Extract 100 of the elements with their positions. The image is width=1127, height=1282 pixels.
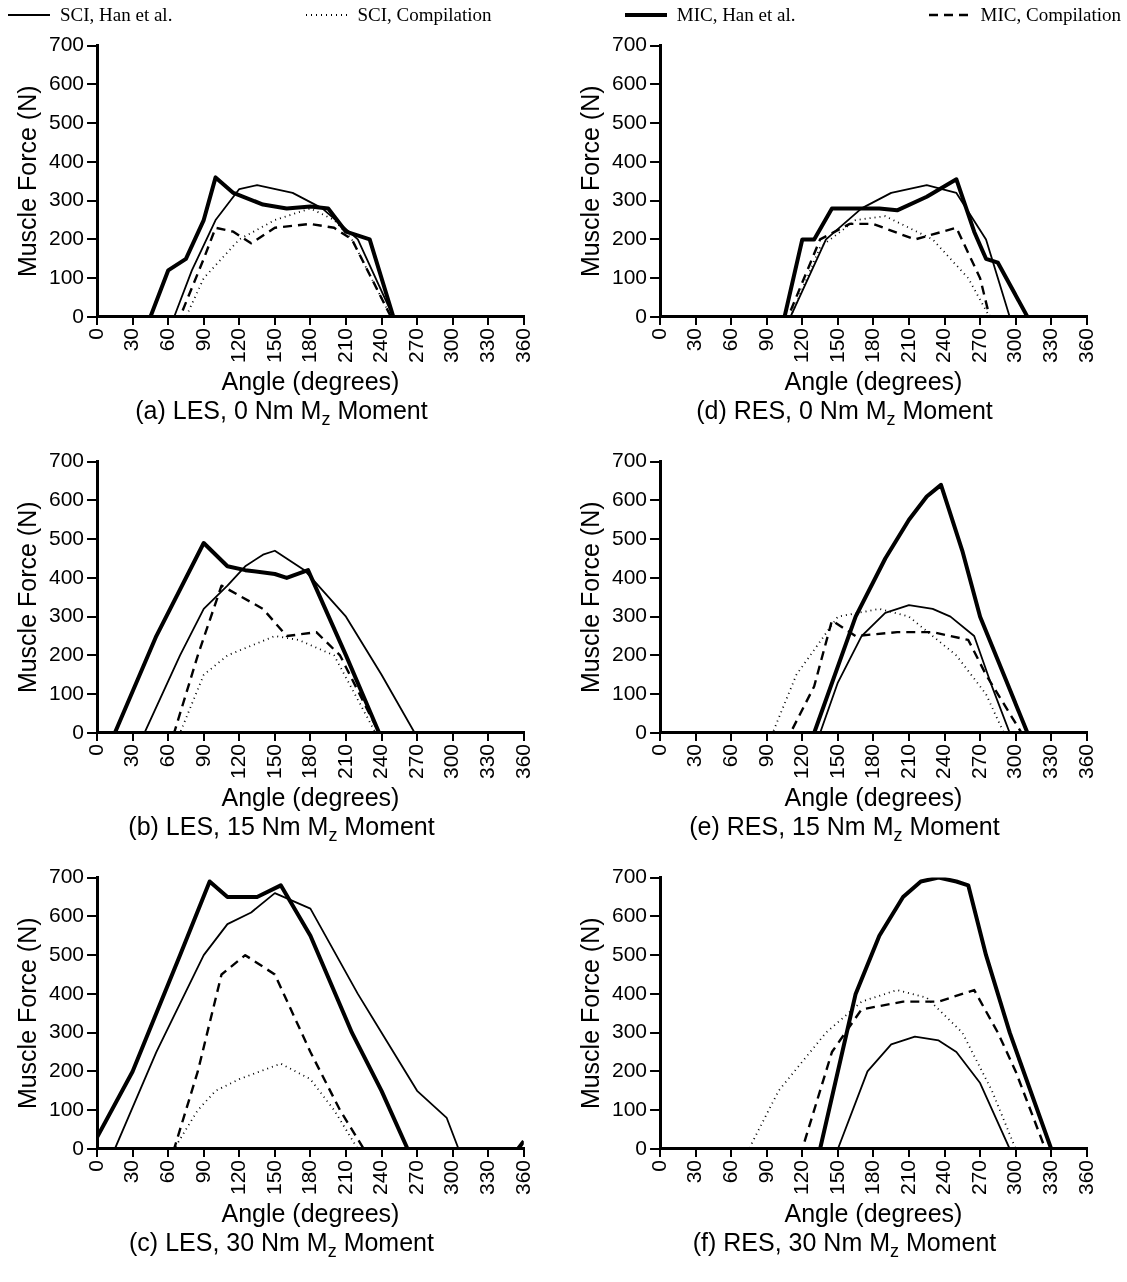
y-tick-label: 400 — [611, 980, 647, 1004]
x-tick-label: 150 — [261, 1159, 285, 1196]
x-tick-label: 90 — [190, 743, 214, 768]
y-axis-title: Muscle Force (N) — [575, 85, 604, 278]
x-tick-label: 90 — [190, 1159, 214, 1184]
y-tick-label: 600 — [611, 487, 647, 511]
x-tick-label: 0 — [646, 743, 670, 756]
y-tick-label: 700 — [611, 448, 647, 472]
x-tick-label: 60 — [717, 743, 741, 768]
y-tick-label: 300 — [48, 187, 84, 211]
y-tick-label: 300 — [611, 187, 647, 211]
x-tick-label: 0 — [83, 327, 107, 340]
x-tick-label: 180 — [859, 327, 883, 364]
x-tick-label: 360 — [1073, 743, 1097, 780]
x-tick-label: 60 — [154, 1159, 178, 1184]
x-tick-label: 30 — [681, 327, 705, 352]
text: (c) LES, 30 Nm M$_{z}$ Moment — [129, 1228, 434, 1262]
text: (a) LES, 0 Nm M$_{z}$ Moment — [135, 396, 428, 430]
x-tick-label: 30 — [681, 743, 705, 768]
x-tick-label: 360 — [1073, 327, 1097, 364]
legend-label: SCI, Han et al. — [60, 4, 173, 26]
x-tick-label: 270 — [966, 327, 990, 364]
x-tick-label: 150 — [824, 327, 848, 364]
x-tick-label: 0 — [646, 327, 670, 340]
x-tick-label: 120 — [788, 1159, 812, 1196]
x-axis-title: Angle (degrees) — [783, 1198, 962, 1227]
y-tick-label: 400 — [48, 564, 84, 588]
y-axis-title: Muscle Force (N) — [12, 501, 41, 694]
x-tick-label: 210 — [332, 1159, 356, 1196]
x-tick-label: 90 — [753, 1159, 777, 1184]
x-tick-label: 0 — [83, 743, 107, 756]
x-tick-label: 120 — [788, 743, 812, 780]
x-tick-label: 210 — [332, 743, 356, 780]
x-tick-label: 90 — [753, 327, 777, 352]
text: (e) RES, 15 Nm M$_{z}$ Moment — [689, 812, 1000, 846]
y-tick-label: 400 — [611, 148, 647, 172]
x-tick-label: 300 — [1001, 743, 1025, 780]
text: (f) RES, 30 Nm M$_{z}$ Moment — [692, 1228, 997, 1262]
y-tick-label: 200 — [611, 226, 647, 250]
x-tick-label: 60 — [154, 743, 178, 768]
y-tick-label: 100 — [48, 680, 84, 704]
y-tick-label: 700 — [48, 864, 84, 888]
y-tick-label: 400 — [611, 564, 647, 588]
y-tick-label: 500 — [48, 525, 84, 549]
x-axis-title: Angle (degrees) — [220, 366, 399, 395]
y-tick-label: 300 — [611, 1019, 647, 1043]
y-tick-label: 200 — [48, 1058, 84, 1082]
x-tick-label: 300 — [438, 743, 462, 780]
x-tick-label: 240 — [367, 1159, 391, 1196]
x-tick-label: 210 — [332, 327, 356, 364]
x-tick-label: 240 — [930, 743, 954, 780]
y-tick-label: 200 — [611, 642, 647, 666]
x-tick-label: 210 — [895, 743, 919, 780]
x-tick-label: 330 — [474, 327, 498, 364]
x-tick-label: 330 — [1037, 1159, 1061, 1196]
x-tick-label: 30 — [118, 327, 142, 352]
x-tick-label: 300 — [438, 1159, 462, 1196]
x-tick-label: 180 — [296, 743, 320, 780]
x-tick-label: 240 — [367, 743, 391, 780]
x-tick-label: 300 — [1001, 1159, 1025, 1196]
text: (d) RES, 0 Nm M$_{z}$ Moment — [696, 396, 993, 430]
x-tick-label: 360 — [510, 327, 534, 364]
y-tick-label: 100 — [48, 1096, 84, 1120]
x-tick-label: 30 — [118, 1159, 142, 1184]
x-tick-label: 60 — [154, 327, 178, 352]
y-tick-label: 200 — [48, 226, 84, 250]
x-tick-label: 120 — [225, 743, 249, 780]
x-tick-label: 120 — [225, 1159, 249, 1196]
legend-label: SCI, Compilation — [357, 4, 492, 26]
x-tick-label: 150 — [261, 327, 285, 364]
x-tick-label: 300 — [438, 327, 462, 364]
x-tick-label: 180 — [859, 743, 883, 780]
y-tick-label: 500 — [48, 109, 84, 133]
y-tick-label: 200 — [48, 642, 84, 666]
x-tick-label: 180 — [296, 1159, 320, 1196]
x-tick-label: 330 — [474, 743, 498, 780]
x-tick-label: 180 — [296, 327, 320, 364]
y-tick-label: 500 — [611, 525, 647, 549]
y-tick-label: 700 — [611, 864, 647, 888]
x-axis-title: Angle (degrees) — [220, 1198, 399, 1227]
y-tick-label: 100 — [611, 680, 647, 704]
y-tick-label: 400 — [48, 148, 84, 172]
y-tick-label: 700 — [48, 448, 84, 472]
x-tick-label: 90 — [753, 743, 777, 768]
x-tick-label: 60 — [717, 327, 741, 352]
x-tick-label: 0 — [83, 1159, 107, 1172]
x-tick-label: 270 — [403, 743, 427, 780]
x-tick-label: 270 — [403, 327, 427, 364]
x-tick-label: 360 — [510, 743, 534, 780]
legend-label: MIC, Han et al. — [676, 4, 796, 26]
y-tick-label: 200 — [611, 1058, 647, 1082]
y-axis-title: Muscle Force (N) — [12, 85, 41, 278]
y-axis-title: Muscle Force (N) — [575, 917, 604, 1110]
x-tick-label: 90 — [190, 327, 214, 352]
x-tick-label: 210 — [895, 1159, 919, 1196]
legend-label: MIC, Compilation — [980, 4, 1121, 26]
x-tick-label: 60 — [717, 1159, 741, 1184]
x-tick-label: 360 — [1073, 1159, 1097, 1196]
y-tick-label: 500 — [48, 941, 84, 965]
y-axis-title: Muscle Force (N) — [12, 917, 41, 1110]
